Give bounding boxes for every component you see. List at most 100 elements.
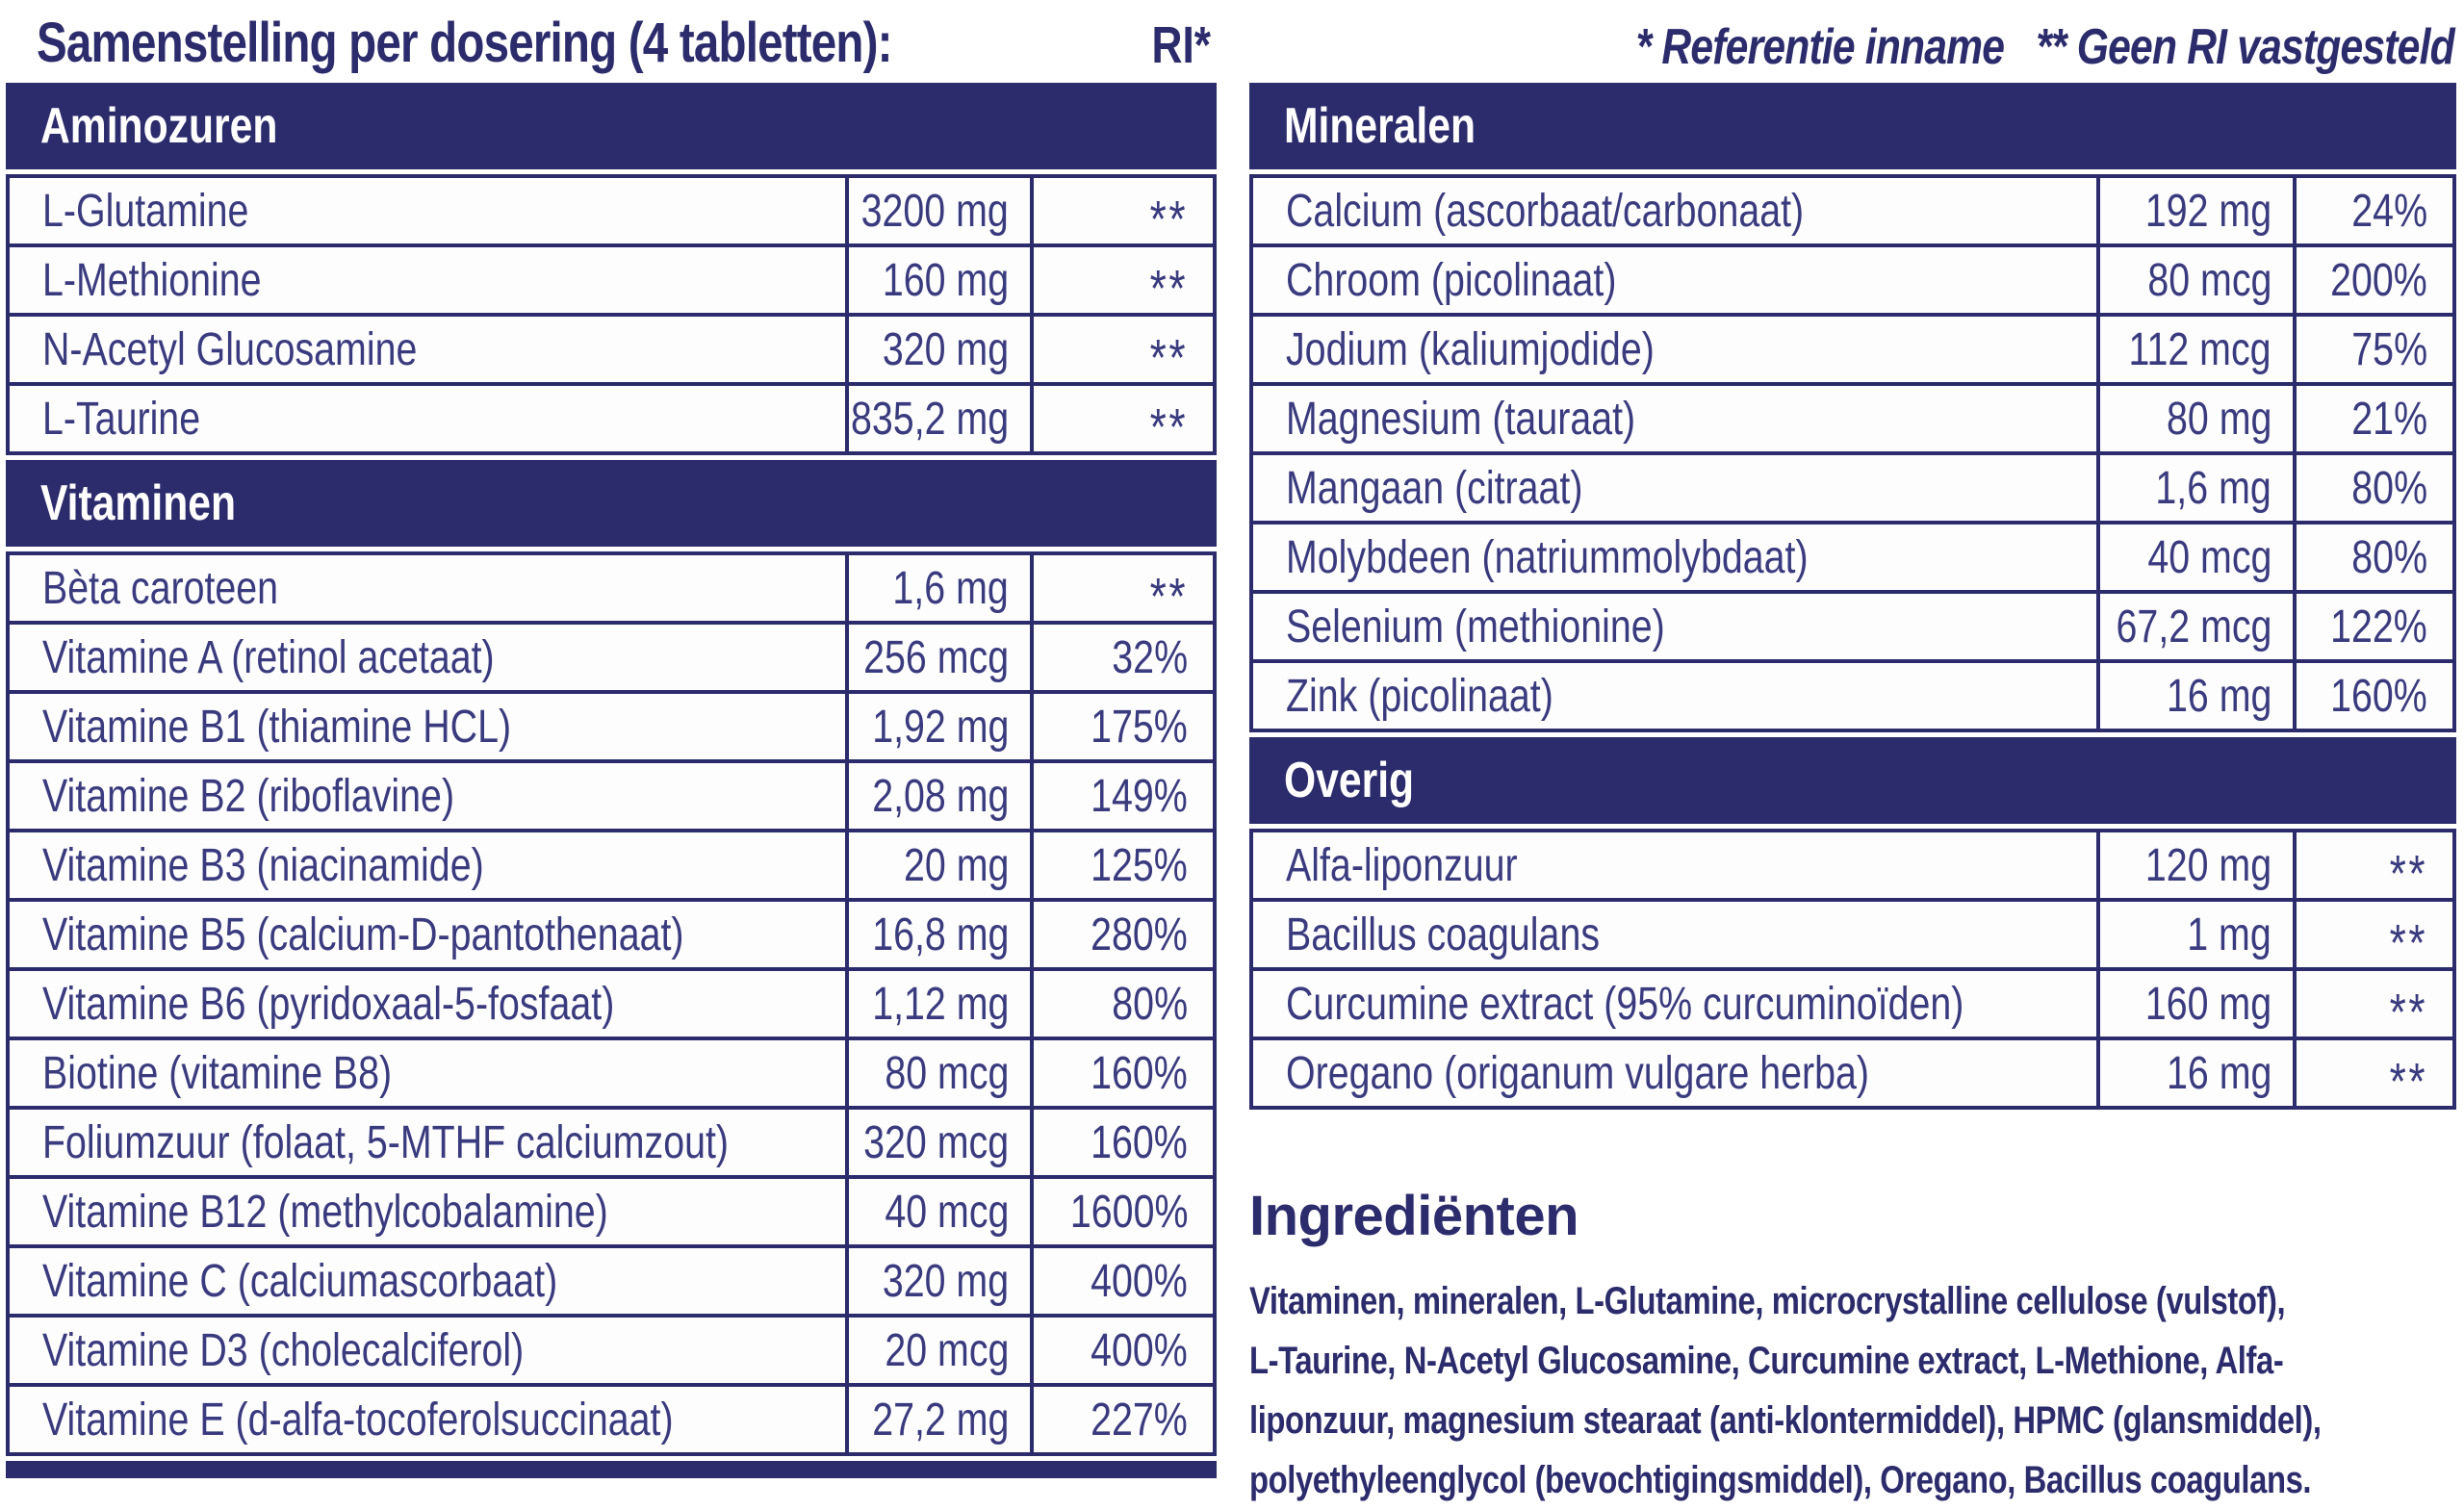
ri-cell: 175% — [1030, 694, 1213, 759]
ingredient-name: Calcium (ascorbaat/carbonaat) — [1286, 185, 1805, 237]
table-row: Vitamine D3 (cholecalciferol) 20 mcg 400% — [10, 1314, 1213, 1383]
ingredient-name: Vitamine A (retinol acetaat) — [42, 631, 495, 683]
ingredient-name-cell: Oregano (origanum vulgare herba) — [1253, 1040, 2096, 1106]
amount-value: 80 mg — [2166, 393, 2272, 445]
ri-cell: 122% — [2293, 594, 2452, 659]
table-row: L-Taurine 835,2 mg ** — [10, 382, 1213, 451]
amount-cell: 80 mcg — [2096, 247, 2293, 313]
ingredients-section: Ingrediënten Vitaminen, mineralen, L-Glu… — [1249, 1184, 2456, 1510]
ingredient-name: L-Glutamine — [42, 185, 249, 237]
ri-cell: 75% — [2293, 317, 2452, 382]
amount-cell: 160 mg — [845, 247, 1030, 313]
ingredient-name: L-Methionine — [42, 254, 262, 306]
amount-value: 27,2 mg — [871, 1394, 1009, 1446]
amount-value: 1,6 mg — [892, 562, 1009, 614]
ingredient-name-cell: Mangaan (citraat) — [1253, 455, 2096, 521]
amount-value: 320 mg — [882, 1255, 1009, 1307]
amount-value: 40 mcg — [2146, 531, 2272, 583]
ingredient-name-cell: Vitamine B2 (riboflavine) — [10, 763, 845, 829]
amount-cell: 80 mg — [2096, 386, 2293, 451]
ri-value: 160% — [1091, 1116, 1188, 1168]
ri-cell: 21% — [2293, 386, 2452, 451]
table-row: Mangaan (citraat) 1,6 mg 80% — [1253, 451, 2452, 521]
ri-value: ** — [2389, 1053, 2427, 1106]
amount-cell: 320 mg — [845, 317, 1030, 382]
table-row: N-Acetyl Glucosamine 320 mg ** — [10, 313, 1213, 382]
ingredient-name-cell: Vitamine B1 (thiamine HCL) — [10, 694, 845, 759]
table-row: Molybdeen (natriummolybdaat) 40 mcg 80% — [1253, 521, 2452, 590]
amount-cell: 1,6 mg — [2096, 455, 2293, 521]
amount-value: 112 mcg — [2128, 323, 2272, 375]
amount-cell: 835,2 mg — [845, 386, 1030, 451]
table-row: Calcium (ascorbaat/carbonaat) 192 mg 24% — [1253, 178, 2452, 243]
ri-cell: 160% — [2293, 663, 2452, 729]
ingredient-name: Vitamine B6 (pyridoxaal-5-fosfaat) — [42, 978, 615, 1030]
ri-value: 80% — [2351, 531, 2427, 583]
ingredient-name-cell: Alfa-liponzuur — [1253, 832, 2096, 898]
ingredient-name: Mangaan (citraat) — [1286, 462, 1583, 514]
amount-cell: 320 mg — [845, 1248, 1030, 1314]
ingredient-name: Curcumine extract (95% curcuminoïden) — [1286, 978, 1964, 1030]
amount-cell: 16 mg — [2096, 1040, 2293, 1106]
ingredients-title: Ingrediënten — [1249, 1185, 1579, 1247]
ingredient-name-cell: Selenium (methionine) — [1253, 594, 2096, 659]
ingredient-name: Chroom (picolinaat) — [1286, 254, 1617, 306]
amount-value: 20 mcg — [884, 1324, 1009, 1376]
ingredient-name: Biotine (vitamine B8) — [42, 1047, 393, 1099]
amount-cell: 1 mg — [2096, 902, 2293, 967]
section-rows-vitaminen: Bèta caroteen 1,6 mg ** Vitamine A (retinol… — [6, 551, 1217, 1456]
amount-cell: 40 mcg — [845, 1179, 1030, 1244]
ingredient-name: Jodium (kaliumjodide) — [1286, 323, 1655, 375]
ingredient-name-cell: Zink (picolinaat) — [1253, 663, 2096, 729]
section-title: Overig — [1284, 753, 1415, 808]
composition-table-left-body: Aminozuren L-Glutamine 3200 mg ** L-Methioni… — [6, 83, 1217, 1478]
ingredient-name: Vitamine B3 (niacinamide) — [42, 839, 484, 891]
ingredient-name-cell: L-Taurine — [10, 386, 845, 451]
ri-value: ** — [1149, 398, 1188, 451]
section-rows-mineralen: Calcium (ascorbaat/carbonaat) 192 mg 24% Ch… — [1249, 174, 2456, 732]
ingredient-name-cell: Chroom (picolinaat) — [1253, 247, 2096, 313]
ingredient-name: Vitamine B1 (thiamine HCL) — [42, 701, 512, 753]
amount-value: 16,8 mg — [871, 909, 1009, 960]
ri-column-header-text: RI* — [1151, 16, 1211, 74]
table-row: Biotine (vitamine B8) 80 mcg 160% — [10, 1037, 1213, 1106]
ri-cell: ** — [2293, 902, 2452, 967]
amount-value: 3200 mg — [860, 185, 1009, 237]
ingredient-name-cell: Magnesium (tauraat) — [1253, 386, 2096, 451]
amount-value: 80 mcg — [884, 1047, 1009, 1099]
ri-value: ** — [2389, 984, 2427, 1037]
ingredient-name-cell: Curcumine extract (95% curcuminoïden) — [1253, 971, 2096, 1037]
table-row: Vitamine A (retinol acetaat) 256 mcg 32% — [10, 621, 1213, 690]
table-row: Magnesium (tauraat) 80 mg 21% — [1253, 382, 2452, 451]
amount-cell: 27,2 mg — [845, 1387, 1030, 1452]
ri-cell: ** — [2293, 1040, 2452, 1106]
section-header-aminozuren: Aminozuren — [6, 83, 1217, 169]
ri-value: 227% — [1091, 1394, 1188, 1446]
ingredient-name-cell: Foliumzuur (folaat, 5-MTHF calciumzout) — [10, 1110, 845, 1175]
ingredient-name-cell: N-Acetyl Glucosamine — [10, 317, 845, 382]
ingredient-name-cell: Vitamine B12 (methylcobalamine) — [10, 1179, 845, 1244]
ingredient-name-cell: Jodium (kaliumjodide) — [1253, 317, 2096, 382]
table-row: L-Methionine 160 mg ** — [10, 243, 1213, 313]
amount-value: 80 mcg — [2146, 254, 2272, 306]
ri-cell: ** — [1030, 178, 1213, 243]
section-title: Aminozuren — [40, 98, 278, 154]
ri-value: 21% — [2351, 393, 2427, 445]
ingredient-name: Zink (picolinaat) — [1286, 670, 1553, 722]
section-title: Vitaminen — [40, 475, 237, 531]
ri-cell: 24% — [2293, 178, 2452, 243]
amount-value: 320 mg — [882, 323, 1009, 375]
ri-value: 80% — [1112, 978, 1188, 1030]
ri-cell: ** — [1030, 555, 1213, 621]
ingredient-name-cell: Bèta caroteen — [10, 555, 845, 621]
ri-value: 24% — [2351, 185, 2427, 237]
ingredient-name-cell: Vitamine C (calciumascorbaat) — [10, 1248, 845, 1314]
ingredient-name-cell: Biotine (vitamine B8) — [10, 1040, 845, 1106]
ingredient-name: Foliumzuur (folaat, 5-MTHF calciumzout) — [42, 1116, 730, 1168]
amount-value: 2,08 mg — [871, 770, 1009, 822]
amount-cell: 16 mg — [2096, 663, 2293, 729]
ingredient-name-cell: Vitamine B3 (niacinamide) — [10, 832, 845, 898]
ri-value: 32% — [1112, 631, 1188, 683]
table-row: Vitamine B1 (thiamine HCL) 1,92 mg 175% — [10, 690, 1213, 759]
ri-cell: 400% — [1030, 1248, 1213, 1314]
